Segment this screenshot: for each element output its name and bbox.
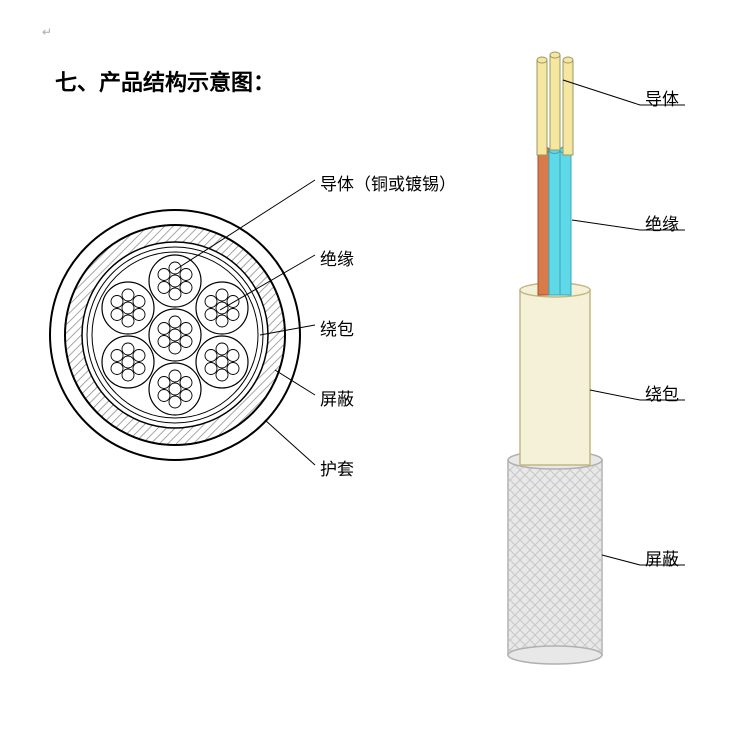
side-label-0: 导体 (645, 85, 679, 110)
side-label-3: 屏蔽 (645, 545, 679, 570)
section-title: 七、产品结构示意图： (55, 65, 275, 97)
cross-label-3: 屏蔽 (320, 385, 354, 410)
page-mark: ↵ (42, 25, 52, 40)
cross-label-2: 绕包 (320, 315, 354, 340)
side-label-2: 绕包 (645, 380, 679, 405)
diagram-canvas (0, 0, 750, 750)
side-label-1: 绝缘 (645, 210, 679, 235)
cross-label-1: 绝缘 (320, 245, 354, 270)
cross-label-4: 护套 (320, 455, 354, 480)
cross-label-0: 导体（铜或镀锡） (320, 170, 456, 195)
